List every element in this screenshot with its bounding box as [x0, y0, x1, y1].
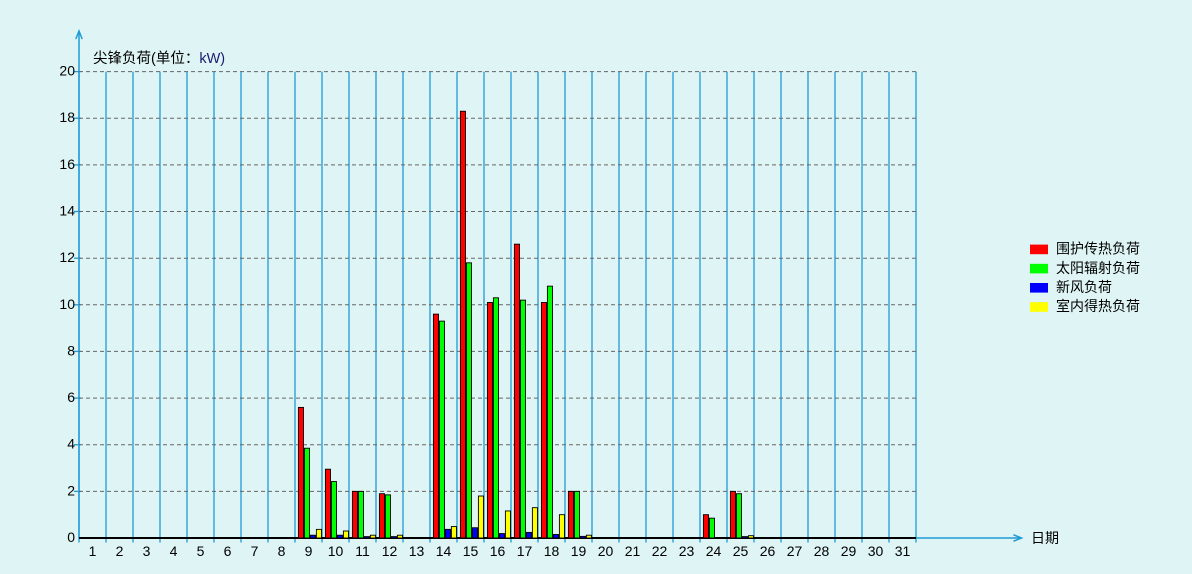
svg-text:31: 31 [895, 543, 911, 559]
svg-text:20: 20 [59, 63, 75, 79]
svg-text:25: 25 [733, 543, 749, 559]
svg-text:室内得热负荷: 室内得热负荷 [1056, 298, 1140, 314]
svg-text:尖锋负荷(单位：kW): 尖锋负荷(单位：kW) [93, 50, 225, 67]
svg-text:7: 7 [251, 543, 259, 559]
svg-text:19: 19 [571, 543, 587, 559]
svg-text:10: 10 [59, 296, 75, 312]
svg-text:18: 18 [544, 543, 560, 559]
svg-text:新风负荷: 新风负荷 [1056, 279, 1112, 295]
svg-text:30: 30 [868, 543, 884, 559]
svg-text:12: 12 [382, 543, 398, 559]
svg-text:3: 3 [143, 543, 151, 559]
svg-text:6: 6 [224, 543, 232, 559]
svg-text:2: 2 [67, 482, 75, 498]
svg-text:26: 26 [760, 543, 776, 559]
svg-text:18: 18 [59, 109, 75, 125]
svg-text:5: 5 [197, 543, 205, 559]
svg-text:17: 17 [517, 543, 533, 559]
svg-text:22: 22 [652, 543, 668, 559]
svg-text:6: 6 [67, 389, 75, 405]
svg-text:14: 14 [436, 543, 452, 559]
svg-text:12: 12 [59, 249, 75, 265]
svg-text:16: 16 [59, 156, 75, 172]
svg-text:9: 9 [305, 543, 313, 559]
svg-text:29: 29 [841, 543, 857, 559]
svg-text:11: 11 [355, 543, 370, 559]
svg-text:4: 4 [170, 543, 178, 559]
svg-text:13: 13 [409, 543, 425, 559]
svg-text:10: 10 [328, 543, 344, 559]
svg-text:4: 4 [67, 436, 75, 452]
svg-text:14: 14 [59, 203, 75, 219]
svg-text:太阳辐射负荷: 太阳辐射负荷 [1056, 260, 1140, 276]
svg-text:0: 0 [67, 529, 75, 545]
svg-text:20: 20 [598, 543, 614, 559]
svg-text:日期: 日期 [1031, 530, 1059, 546]
svg-text:1: 1 [89, 543, 97, 559]
svg-text:24: 24 [706, 543, 722, 559]
svg-text:27: 27 [787, 543, 803, 559]
svg-text:8: 8 [278, 543, 286, 559]
svg-text:15: 15 [463, 543, 479, 559]
svg-text:23: 23 [679, 543, 695, 559]
svg-text:28: 28 [814, 543, 830, 559]
svg-text:2: 2 [116, 543, 124, 559]
svg-text:21: 21 [625, 543, 641, 559]
svg-text:围护传热负荷: 围护传热负荷 [1056, 241, 1140, 257]
svg-text:16: 16 [490, 543, 506, 559]
svg-text:8: 8 [67, 342, 75, 358]
